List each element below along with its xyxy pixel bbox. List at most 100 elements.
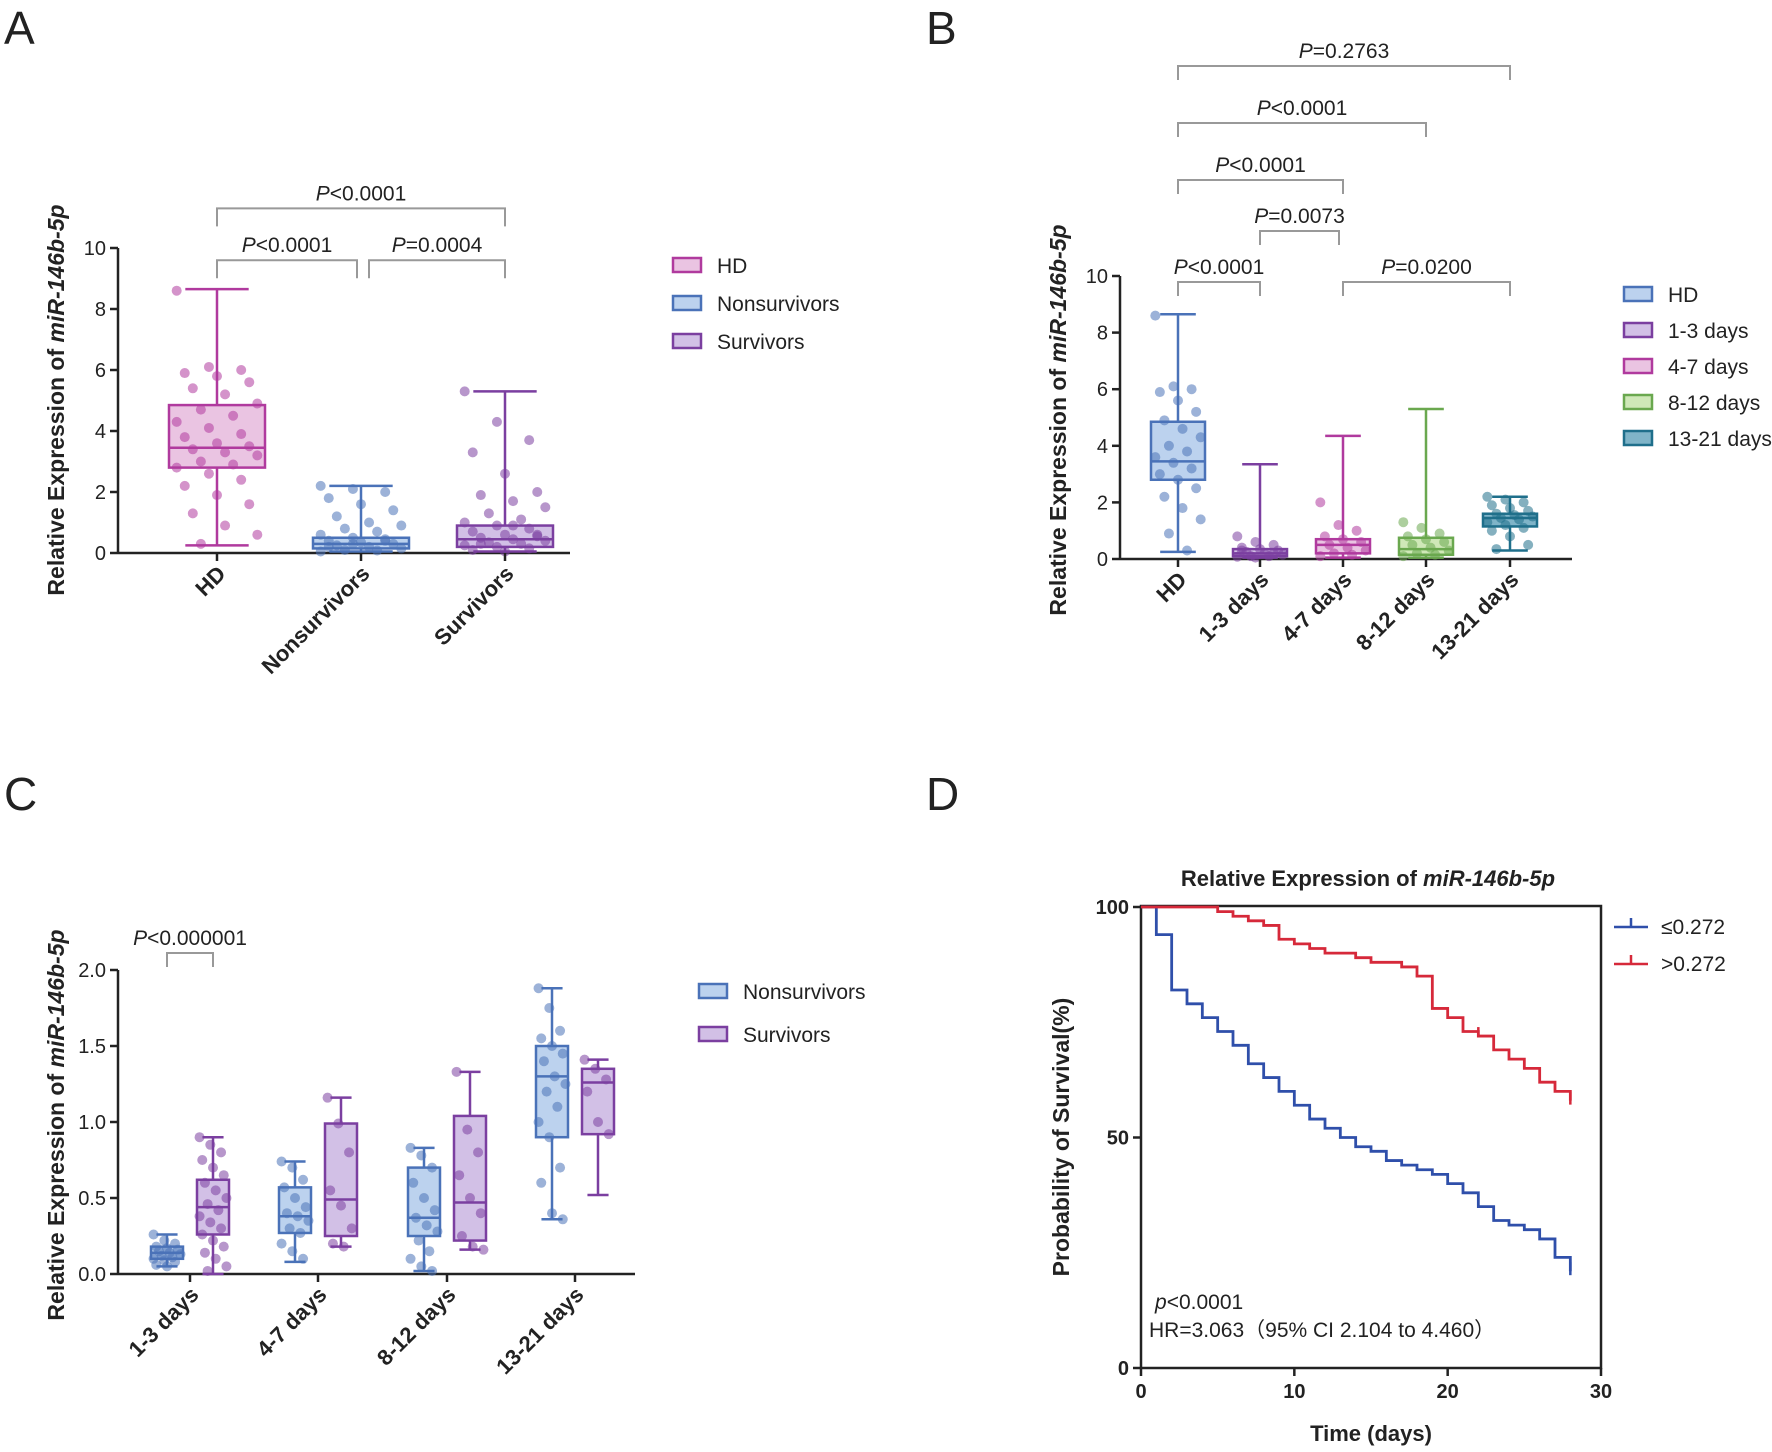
y-tick-label: 1.5 xyxy=(78,1036,106,1058)
box-4-point xyxy=(1486,500,1497,511)
box-0-point xyxy=(236,365,247,375)
box-4-point xyxy=(1523,539,1534,550)
box-0-point xyxy=(1168,457,1179,468)
box-0-point xyxy=(212,371,222,382)
x-category-label: 13-21 days xyxy=(1426,567,1523,664)
box-4-point xyxy=(1505,503,1515,514)
chart-title-gene: miR-146b-5p xyxy=(1423,866,1555,891)
box-nonsurvivors-3-point xyxy=(544,1003,555,1013)
box-survivors-0-point xyxy=(202,1199,213,1210)
box-nonsurvivors-3-point xyxy=(555,1162,566,1173)
box-0-point xyxy=(1173,395,1183,406)
y-tick-label: 0 xyxy=(1118,1358,1129,1380)
box-survivors-2-point xyxy=(465,1193,475,1203)
box-survivors-3-point xyxy=(603,1129,614,1140)
box-nonsurvivors-2-point xyxy=(413,1235,424,1246)
box-0-point xyxy=(1159,415,1170,426)
box-survivors-2-point xyxy=(478,1244,489,1255)
y-tick-label: 8 xyxy=(95,299,106,321)
box-3-point xyxy=(1407,539,1418,550)
legend-label: Nonsurvivors xyxy=(743,981,866,1004)
box-nonsurvivors-3-point xyxy=(536,1033,547,1044)
p-value: <0.0001 xyxy=(330,182,407,205)
box-3-point xyxy=(1402,531,1413,542)
x-category-label: HD xyxy=(1151,567,1191,607)
box-nonsurvivors-3-point xyxy=(538,1056,549,1067)
p-letter: P xyxy=(1215,154,1229,177)
panel-letter-c: C xyxy=(4,768,37,820)
box-survivors-0-point xyxy=(218,1241,229,1252)
box-1-point xyxy=(356,537,366,548)
box-nonsurvivors-0-point xyxy=(148,1229,159,1240)
box-nonsurvivors-1-point xyxy=(279,1182,290,1193)
box-1-point xyxy=(323,493,334,504)
x-category-label: 1-3 days xyxy=(1194,567,1274,647)
p-letter: P xyxy=(1254,205,1268,228)
box-3-point xyxy=(1434,528,1445,539)
box-nonsurvivors-0-point xyxy=(159,1235,170,1246)
box-2-point xyxy=(1333,520,1344,531)
box-survivors-2-point xyxy=(456,1231,467,1241)
x-category-label: 4-7 days xyxy=(252,1282,332,1362)
box-survivors-1-point xyxy=(322,1092,333,1103)
p-value-label: P<0.0001 xyxy=(1257,97,1348,120)
y-tick-label: 10 xyxy=(1086,266,1108,288)
box-0-point xyxy=(203,468,214,479)
box-0-point xyxy=(195,404,206,415)
box-nonsurvivors-2-point xyxy=(432,1226,443,1237)
box-0-point xyxy=(1154,387,1165,398)
panel-a-chart: 0 2 4 6 8 10 Relative Expression of miR-146b-5… xyxy=(43,182,840,678)
box-0-point xyxy=(187,508,198,519)
hazard-ratio-annotation: HR=3.063（95% CI 2.104 to 4.460） xyxy=(1149,1319,1495,1342)
box-survivors-1-point xyxy=(333,1118,344,1129)
y-axis-label-prefix: Relative Expression of xyxy=(43,1067,69,1320)
panel-letter-a: A xyxy=(4,2,35,54)
box-0-point xyxy=(244,441,255,452)
box-0-point xyxy=(252,529,263,540)
box-nonsurvivors-0-point xyxy=(175,1249,186,1260)
box-1-point xyxy=(315,480,326,491)
x-category-label: 1-3 days xyxy=(124,1282,204,1362)
x-category-label: 13-21 days xyxy=(491,1282,588,1379)
box-2-point xyxy=(467,544,478,555)
box-0-point xyxy=(252,450,263,461)
box-2-point xyxy=(524,543,535,554)
box-survivors-0-point xyxy=(199,1247,210,1258)
box-0-point xyxy=(220,447,231,458)
box-0-point xyxy=(1173,474,1183,485)
box-3-point xyxy=(1430,549,1441,560)
box-2-point xyxy=(524,435,535,446)
box-nonsurvivors-1-point xyxy=(290,1193,300,1203)
box-nonsurvivors-1-point xyxy=(295,1227,306,1238)
legend-swatch xyxy=(1622,357,1654,375)
legend-swatch xyxy=(671,294,703,312)
box-2-point xyxy=(1356,537,1367,548)
box-3-point xyxy=(1421,534,1431,545)
box-2-point xyxy=(1347,549,1358,560)
box-0-point xyxy=(220,520,231,531)
box-0-point xyxy=(212,490,222,501)
box-4-point xyxy=(1518,497,1529,508)
box-nonsurvivors-2-point xyxy=(416,1150,427,1161)
box-2-point xyxy=(1319,531,1330,542)
box-survivors-2-point xyxy=(473,1147,484,1158)
box-0-point xyxy=(187,383,198,394)
box-4-point xyxy=(1486,525,1497,536)
comparison-bracket xyxy=(216,259,358,279)
box-1-point xyxy=(380,535,391,546)
box-2-point xyxy=(508,534,519,545)
box-survivors-3-point xyxy=(593,1117,603,1127)
x-category-label: 8-12 days xyxy=(1351,567,1440,656)
box-nonsurvivors-2-point xyxy=(424,1246,435,1257)
box-survivors-0-point xyxy=(216,1147,227,1158)
box-nonsurvivors-1-point xyxy=(292,1211,303,1222)
p-letter: P xyxy=(1299,40,1313,63)
comparison-bracket xyxy=(1177,122,1427,137)
box-2-point xyxy=(516,538,527,549)
box-nonsurvivors-1-point xyxy=(298,1253,309,1264)
p-value: =0.0200 xyxy=(1395,256,1472,279)
p-letter: P xyxy=(1174,256,1188,279)
box-1-point xyxy=(356,499,366,510)
panel-d-chart: 0 10 20 30 0 50 100 Time (days) Probability of S… xyxy=(1048,866,1726,1446)
